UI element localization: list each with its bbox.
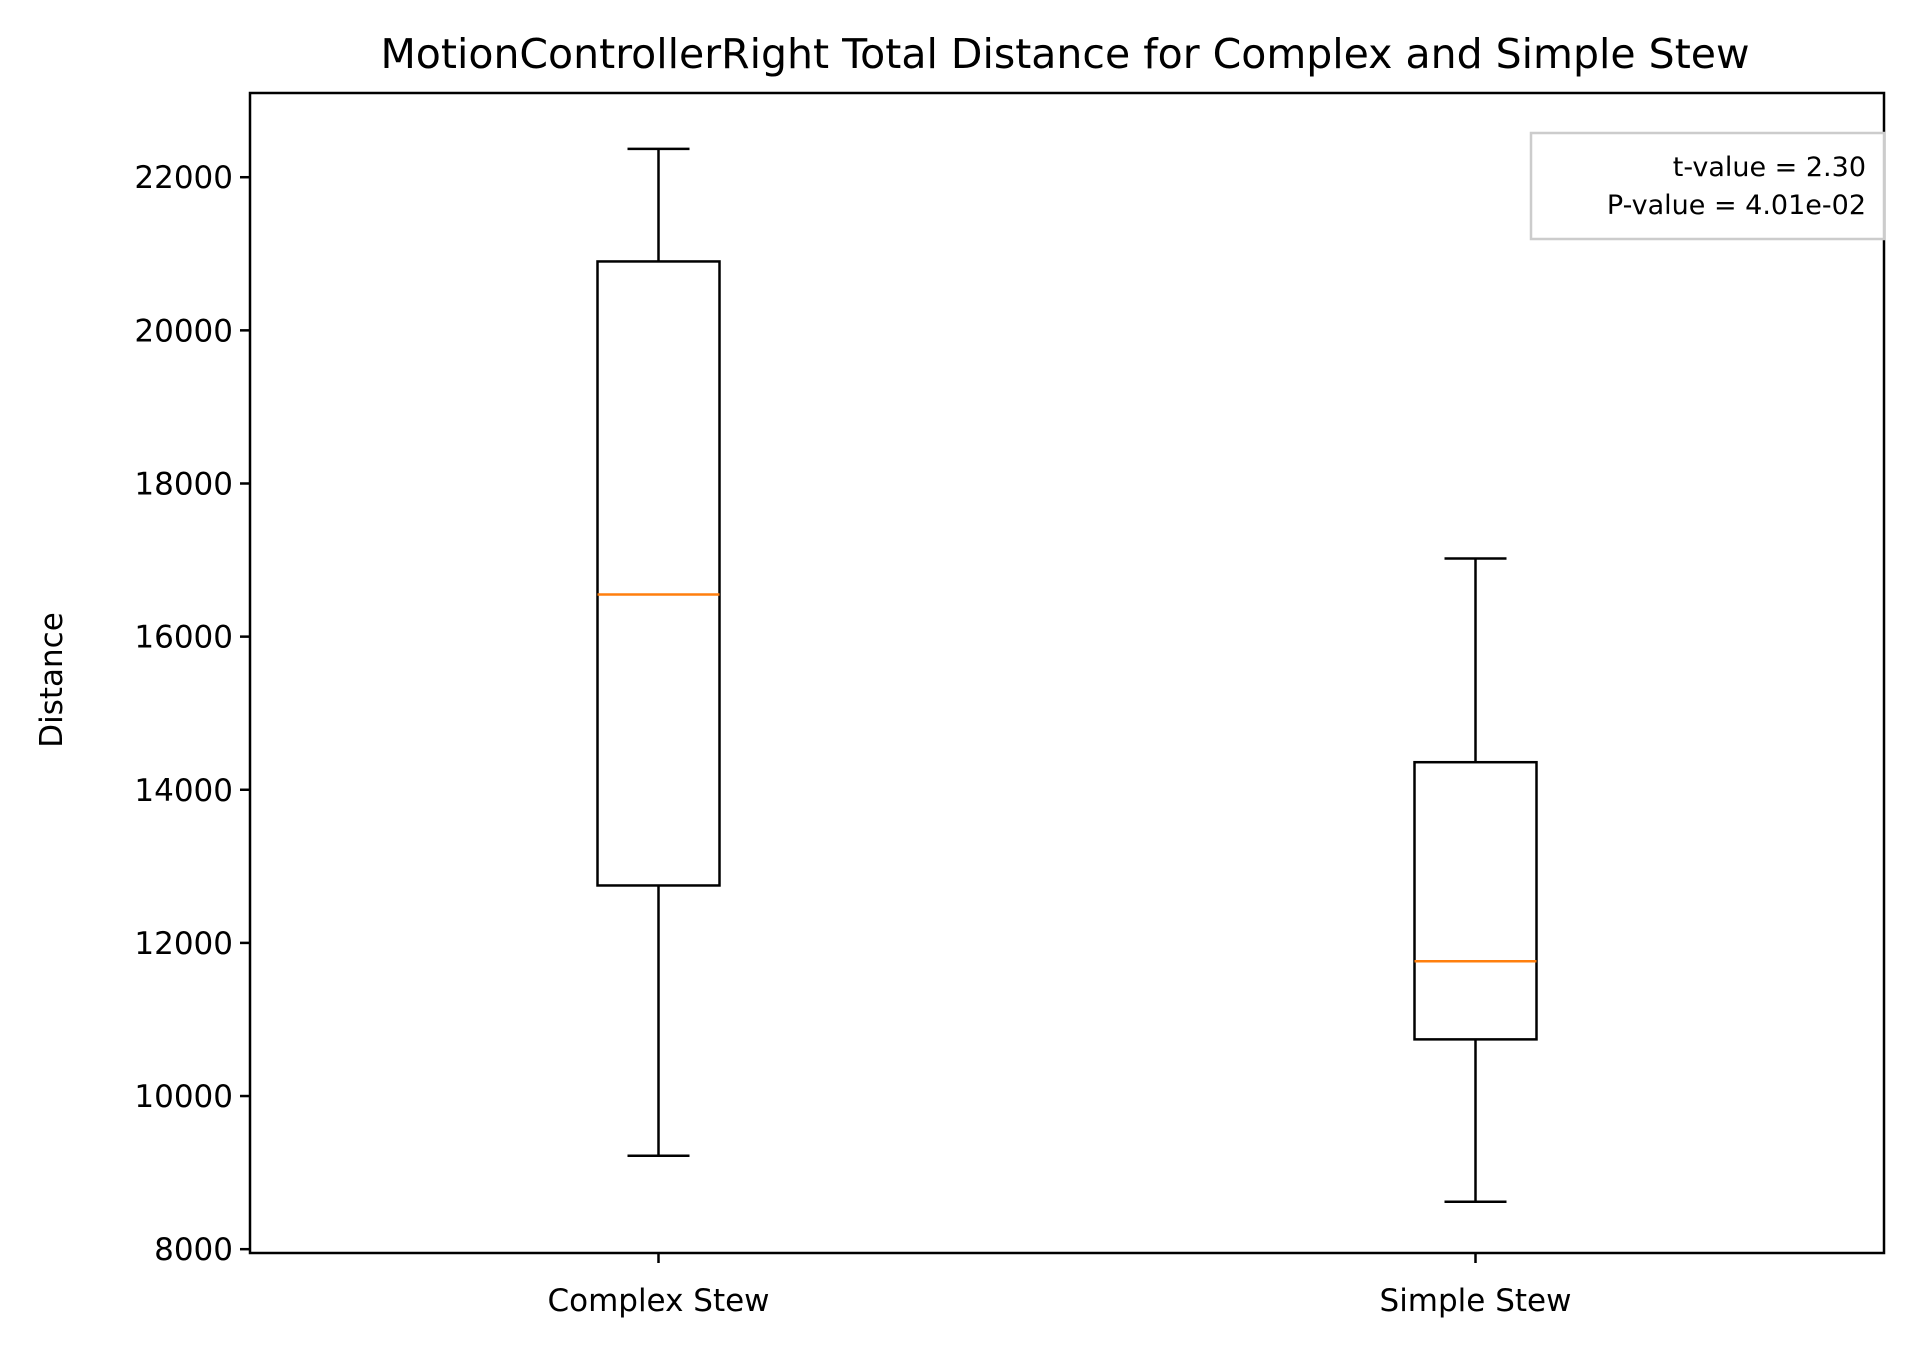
stats-annotation: t-value = 2.30 P-value = 4.01e-02	[1529, 131, 1886, 241]
plot-area: 8000 10000 12000 14000 16000 18000 20000 22000 C…	[134, 91, 1886, 1319]
x-tick-label: Simple Stew	[1380, 1283, 1572, 1319]
y-tick-label: 20000	[134, 313, 233, 349]
box-iqr	[596, 260, 721, 887]
y-tick-label: 8000	[154, 1232, 233, 1268]
y-tick-label: 10000	[134, 1079, 233, 1115]
y-axis-label: Distance	[34, 612, 70, 748]
y-tick-label: 14000	[134, 773, 233, 809]
y-tick-label: 12000	[134, 926, 233, 962]
annotation-frame	[1529, 131, 1886, 241]
y-tick-label: 16000	[134, 620, 233, 656]
y-tick-label: 22000	[134, 160, 233, 196]
x-tick-label: Complex Stew	[547, 1283, 769, 1319]
t-value-text: t-value = 2.30	[1673, 152, 1866, 183]
p-value-text: P-value = 4.01e-02	[1607, 190, 1866, 221]
chart-title: MotionControllerRight Total Distance for…	[380, 30, 1749, 78]
y-tick-label: 18000	[134, 466, 233, 502]
plot-frame	[248, 91, 1886, 1255]
box-iqr	[1413, 760, 1538, 1041]
